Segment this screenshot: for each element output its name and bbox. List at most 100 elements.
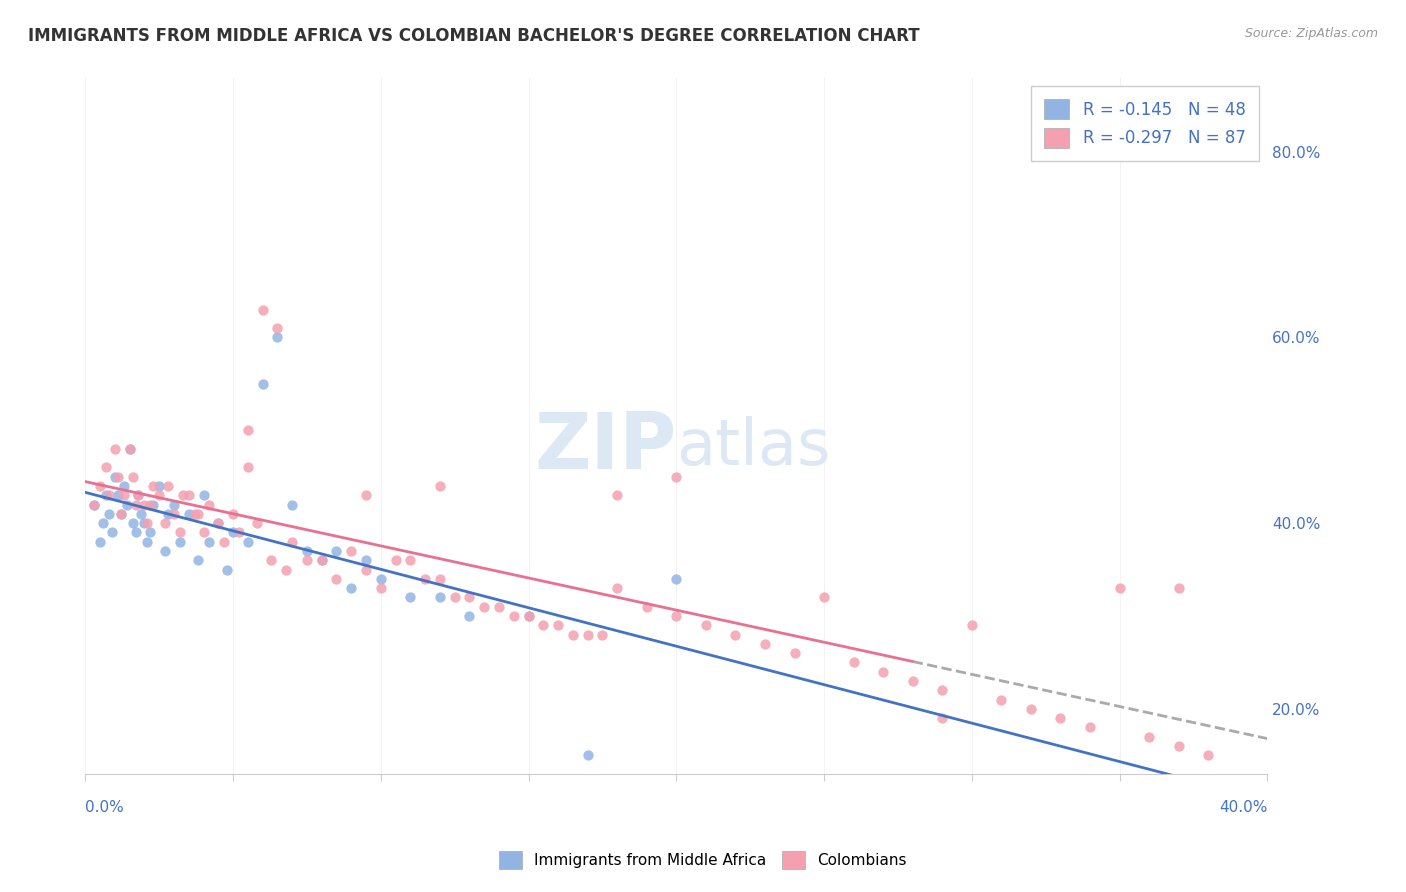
Point — [139, 525, 162, 540]
Point — [576, 748, 599, 763]
Text: 0.0%: 0.0% — [86, 800, 124, 815]
Point — [163, 498, 186, 512]
Point — [502, 609, 524, 624]
Point — [591, 627, 613, 641]
Point — [94, 488, 117, 502]
Point — [148, 488, 170, 502]
Point — [606, 581, 628, 595]
Point — [311, 553, 333, 567]
Point — [112, 488, 135, 502]
Point — [169, 525, 191, 540]
Point — [260, 553, 283, 567]
Text: 40.0%: 40.0% — [1219, 800, 1267, 815]
Point — [83, 498, 105, 512]
Point — [340, 581, 363, 595]
Point — [665, 469, 688, 483]
Point — [872, 665, 894, 679]
Point — [399, 553, 422, 567]
Point — [325, 572, 347, 586]
Legend: Immigrants from Middle Africa, Colombians: Immigrants from Middle Africa, Colombian… — [494, 845, 912, 875]
Point — [429, 572, 451, 586]
Point — [236, 460, 259, 475]
Point — [724, 627, 747, 641]
Point — [1108, 581, 1130, 595]
Point — [1078, 720, 1101, 734]
Point — [97, 488, 120, 502]
Point — [124, 498, 146, 512]
Point — [960, 618, 983, 632]
Text: atlas: atlas — [676, 416, 831, 477]
Point — [136, 534, 159, 549]
Point — [517, 609, 540, 624]
Point — [695, 618, 717, 632]
Point — [142, 498, 165, 512]
Point — [142, 479, 165, 493]
Point — [665, 572, 688, 586]
Point — [157, 479, 180, 493]
Point — [354, 562, 377, 576]
Point — [153, 516, 176, 530]
Legend: R = -0.145   N = 48, R = -0.297   N = 87: R = -0.145 N = 48, R = -0.297 N = 87 — [1031, 86, 1258, 161]
Point — [110, 507, 132, 521]
Point — [901, 673, 924, 688]
Point — [193, 525, 215, 540]
Point — [783, 646, 806, 660]
Point — [228, 525, 250, 540]
Point — [91, 516, 114, 530]
Point — [94, 460, 117, 475]
Point — [488, 599, 510, 614]
Point — [252, 376, 274, 391]
Point — [172, 488, 194, 502]
Text: Source: ZipAtlas.com: Source: ZipAtlas.com — [1244, 27, 1378, 40]
Point — [1197, 748, 1219, 763]
Point — [198, 498, 221, 512]
Point — [198, 534, 221, 549]
Point — [472, 599, 495, 614]
Point — [89, 534, 111, 549]
Point — [246, 516, 269, 530]
Point — [107, 469, 129, 483]
Point — [295, 553, 318, 567]
Point — [340, 544, 363, 558]
Point — [429, 479, 451, 493]
Point — [177, 488, 200, 502]
Point — [187, 553, 209, 567]
Point — [222, 507, 245, 521]
Point — [97, 507, 120, 521]
Point — [931, 711, 953, 725]
Point — [547, 618, 569, 632]
Point — [842, 656, 865, 670]
Point — [266, 321, 288, 335]
Point — [128, 488, 150, 502]
Point — [183, 507, 205, 521]
Point — [118, 442, 141, 456]
Point — [1049, 711, 1071, 725]
Point — [1167, 739, 1189, 753]
Point — [153, 544, 176, 558]
Point — [354, 488, 377, 502]
Point — [413, 572, 436, 586]
Point — [458, 609, 481, 624]
Point — [665, 609, 688, 624]
Point — [207, 516, 229, 530]
Point — [1019, 702, 1042, 716]
Point — [110, 507, 132, 521]
Point — [266, 330, 288, 344]
Point — [281, 534, 304, 549]
Point — [124, 525, 146, 540]
Point — [89, 479, 111, 493]
Point — [131, 507, 153, 521]
Point — [931, 683, 953, 698]
Point — [118, 442, 141, 456]
Point — [169, 534, 191, 549]
Text: IMMIGRANTS FROM MIDDLE AFRICA VS COLOMBIAN BACHELOR'S DEGREE CORRELATION CHART: IMMIGRANTS FROM MIDDLE AFRICA VS COLOMBI… — [28, 27, 920, 45]
Point — [104, 469, 127, 483]
Point — [134, 498, 156, 512]
Point — [163, 507, 186, 521]
Point — [443, 591, 465, 605]
Point — [212, 534, 235, 549]
Point — [370, 581, 392, 595]
Point — [281, 498, 304, 512]
Text: ZIP: ZIP — [534, 409, 676, 484]
Point — [112, 479, 135, 493]
